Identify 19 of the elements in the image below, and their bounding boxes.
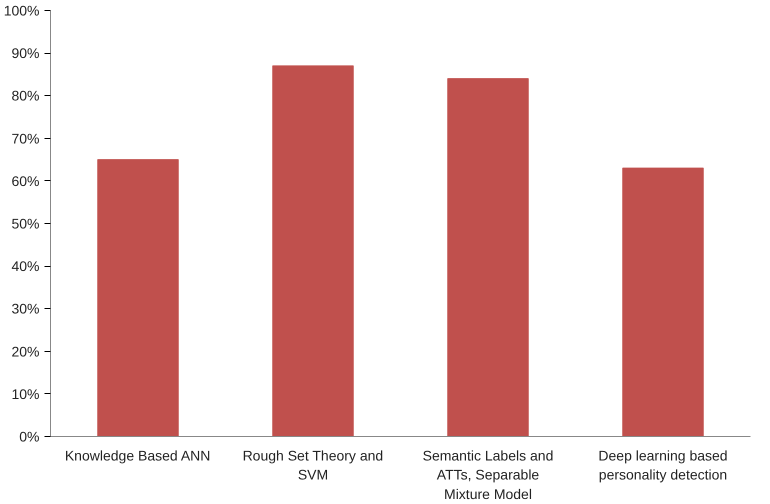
y-tick-label: 40% (11, 258, 40, 274)
y-tick-label: 20% (11, 343, 40, 360)
y-tick-label: 10% (11, 386, 40, 402)
y-tick-label: 0% (19, 428, 40, 444)
bar (97, 159, 179, 436)
bar (447, 78, 529, 436)
y-tick-label: 100% (4, 2, 40, 18)
y-tick-label: 50% (11, 216, 40, 232)
x-tick-label: Knowledge Based ANN (64, 448, 210, 464)
y-tick-label: 80% (11, 88, 40, 104)
bar (622, 168, 704, 436)
x-tick-label: Rough Set Theory and SVM (242, 448, 384, 483)
y-tick-label: 70% (11, 130, 40, 146)
x-tick-label: Deep learning based personality detection (598, 448, 728, 483)
x-tick-label: Semantic Labels and ATTs, Separable Mixture Model (422, 448, 554, 502)
y-tick-label: 30% (11, 300, 40, 317)
y-tick-label: 90% (11, 45, 40, 62)
y-tick-label: 60% (11, 172, 40, 189)
bar (272, 65, 354, 436)
